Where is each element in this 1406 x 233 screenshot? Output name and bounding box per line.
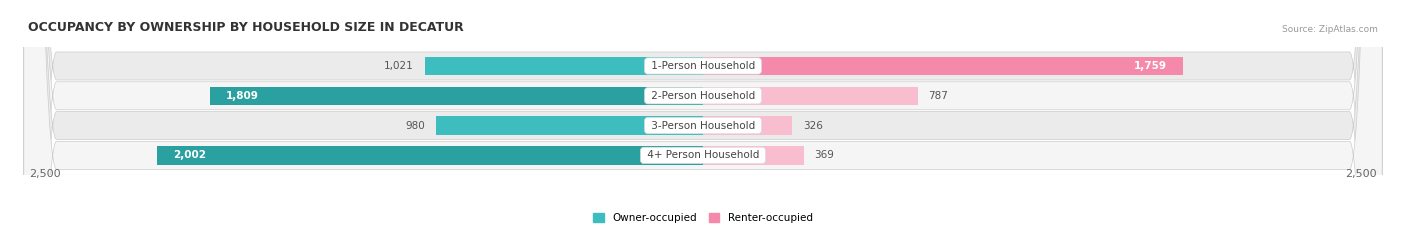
- Legend: Owner-occupied, Renter-occupied: Owner-occupied, Renter-occupied: [589, 209, 817, 227]
- Bar: [425, 57, 703, 75]
- FancyBboxPatch shape: [24, 0, 1382, 233]
- Bar: [209, 86, 703, 105]
- Text: 1-Person Household: 1-Person Household: [648, 61, 758, 71]
- Text: 2,500: 2,500: [30, 169, 60, 179]
- Text: OCCUPANCY BY OWNERSHIP BY HOUSEHOLD SIZE IN DECATUR: OCCUPANCY BY OWNERSHIP BY HOUSEHOLD SIZE…: [28, 21, 464, 34]
- Bar: [703, 146, 804, 165]
- Text: 1,809: 1,809: [226, 91, 259, 101]
- Bar: [436, 116, 703, 135]
- Text: 787: 787: [928, 91, 949, 101]
- Text: 2,002: 2,002: [173, 150, 207, 160]
- Text: 2,500: 2,500: [1346, 169, 1376, 179]
- Text: 980: 980: [405, 120, 425, 130]
- FancyBboxPatch shape: [24, 0, 1382, 233]
- Bar: [157, 146, 703, 165]
- Text: Source: ZipAtlas.com: Source: ZipAtlas.com: [1282, 25, 1378, 34]
- Bar: [703, 86, 918, 105]
- Text: 369: 369: [814, 150, 834, 160]
- FancyBboxPatch shape: [24, 0, 1382, 233]
- Bar: [703, 57, 1182, 75]
- Bar: [703, 116, 792, 135]
- Text: 3-Person Household: 3-Person Household: [648, 120, 758, 130]
- FancyBboxPatch shape: [24, 0, 1382, 233]
- Text: 1,021: 1,021: [384, 61, 413, 71]
- Text: 326: 326: [803, 120, 823, 130]
- Text: 2-Person Household: 2-Person Household: [648, 91, 758, 101]
- Text: 1,759: 1,759: [1133, 61, 1167, 71]
- Text: 4+ Person Household: 4+ Person Household: [644, 150, 762, 160]
